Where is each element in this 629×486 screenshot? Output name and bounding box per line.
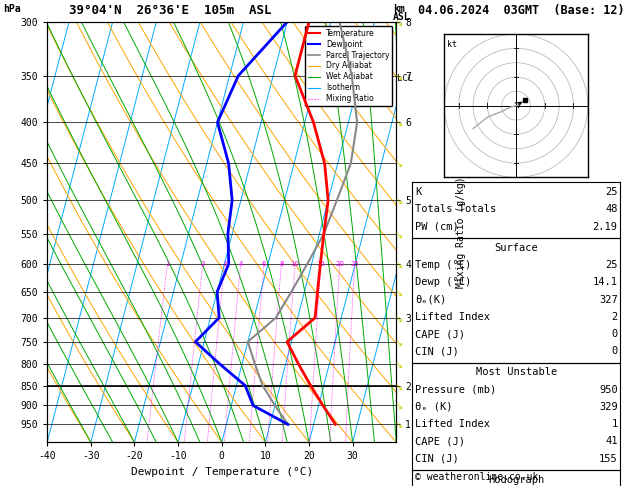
Legend: Temperature, Dewpoint, Parcel Trajectory, Dry Adiabat, Wet Adiabat, Isotherm, Mi: Temperature, Dewpoint, Parcel Trajectory…: [305, 26, 392, 106]
Text: ↓: ↓: [393, 157, 406, 170]
Text: CIN (J): CIN (J): [415, 346, 459, 356]
Text: 14.1: 14.1: [593, 277, 618, 287]
Text: θₑ (K): θₑ (K): [415, 402, 453, 412]
Text: Dewp (°C): Dewp (°C): [415, 277, 471, 287]
Text: 25: 25: [605, 260, 618, 270]
Text: Pressure (mb): Pressure (mb): [415, 385, 496, 395]
Text: Totals Totals: Totals Totals: [415, 204, 496, 214]
Text: © weatheronline.co.uk: © weatheronline.co.uk: [415, 472, 538, 482]
Text: 6: 6: [262, 261, 267, 267]
Text: 3: 3: [223, 261, 227, 267]
Text: ↓: ↓: [393, 194, 406, 207]
Text: kt: kt: [447, 40, 457, 49]
Text: ↓: ↓: [393, 285, 406, 298]
Text: 327: 327: [599, 295, 618, 305]
Text: 1: 1: [165, 261, 170, 267]
Text: 39°04'N  26°36'E  105m  ASL: 39°04'N 26°36'E 105m ASL: [69, 4, 272, 17]
Text: CAPE (J): CAPE (J): [415, 329, 465, 339]
Text: ↓: ↓: [393, 379, 406, 392]
Text: ↓: ↓: [393, 16, 406, 28]
Text: Most Unstable: Most Unstable: [476, 367, 557, 378]
Text: Temp (°C): Temp (°C): [415, 260, 471, 270]
Text: LCL: LCL: [398, 74, 413, 83]
Y-axis label: Mixing Ratio (g/kg): Mixing Ratio (g/kg): [455, 176, 465, 288]
Text: Lifted Index: Lifted Index: [415, 419, 490, 429]
Text: ↓: ↓: [393, 335, 406, 348]
Text: ASL: ASL: [393, 12, 411, 22]
Text: ↓: ↓: [393, 312, 406, 324]
Text: 41: 41: [605, 436, 618, 447]
Text: 20: 20: [335, 261, 344, 267]
Text: 15: 15: [316, 261, 325, 267]
Text: ↓: ↓: [393, 227, 406, 240]
Text: Lifted Index: Lifted Index: [415, 312, 490, 322]
Text: km: km: [393, 4, 405, 14]
Text: 4: 4: [238, 261, 243, 267]
Text: 04.06.2024  03GMT  (Base: 12): 04.06.2024 03GMT (Base: 12): [418, 4, 625, 17]
Text: CIN (J): CIN (J): [415, 454, 459, 464]
Text: ↓: ↓: [393, 258, 406, 270]
Text: 329: 329: [599, 402, 618, 412]
Text: ↓: ↓: [393, 69, 406, 82]
X-axis label: Dewpoint / Temperature (°C): Dewpoint / Temperature (°C): [131, 467, 313, 477]
Text: 1: 1: [611, 419, 618, 429]
Text: θₑ(K): θₑ(K): [415, 295, 447, 305]
Text: 155: 155: [599, 454, 618, 464]
Text: 48: 48: [605, 204, 618, 214]
Text: Hodograph: Hodograph: [488, 475, 545, 485]
Text: ↓: ↓: [393, 399, 406, 412]
Text: K: K: [415, 187, 421, 197]
Text: 0: 0: [611, 329, 618, 339]
Text: 8: 8: [279, 261, 284, 267]
Text: hPa: hPa: [3, 4, 21, 14]
Text: ↓: ↓: [393, 418, 406, 431]
Text: ↓: ↓: [393, 116, 406, 129]
Text: 2: 2: [611, 312, 618, 322]
Text: Surface: Surface: [494, 243, 538, 253]
Text: CAPE (J): CAPE (J): [415, 436, 465, 447]
Text: ↓: ↓: [393, 358, 406, 371]
Text: 2: 2: [201, 261, 205, 267]
Text: PW (cm): PW (cm): [415, 222, 459, 232]
Text: 0: 0: [611, 346, 618, 356]
Text: 25: 25: [605, 187, 618, 197]
Text: 25: 25: [350, 261, 359, 267]
Text: 10: 10: [291, 261, 299, 267]
Text: 2.19: 2.19: [593, 222, 618, 232]
Text: 950: 950: [599, 385, 618, 395]
